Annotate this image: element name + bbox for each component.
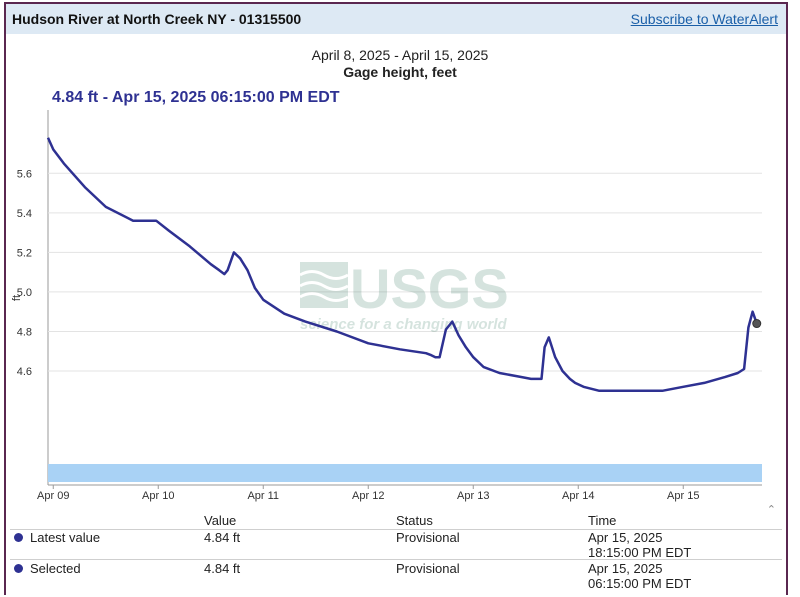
x-tick-label: Apr 13 — [457, 490, 489, 502]
page-frame — [4, 2, 788, 595]
latest-series-marker-icon — [14, 533, 23, 542]
row-label: Latest value — [30, 530, 101, 545]
time-column-header: Time — [588, 513, 617, 528]
y-tick-label: 5.2 — [17, 247, 32, 259]
row-value: 4.84 ft — [204, 530, 241, 545]
x-tick-label: Apr 12 — [352, 490, 384, 502]
table-row-selected: Selected 4.84 ft Provisional Apr 15, 202… — [10, 560, 782, 591]
row-label: Selected — [30, 561, 81, 576]
value-column-header: Value — [204, 513, 237, 528]
row-status: Provisional — [396, 530, 460, 545]
x-tick-label: Apr 15 — [667, 490, 699, 502]
row-time-clock: 06:15:00 PM EDT — [588, 576, 692, 591]
x-tick-label: Apr 11 — [247, 490, 279, 502]
x-tick-labels: Apr 09 Apr 10 Apr 11 Apr 12 Apr 13 Apr 14 Apr … — [37, 485, 699, 502]
row-value: 4.84 ft — [204, 561, 241, 576]
selected-series-marker-icon — [14, 564, 23, 573]
y-tick-label: 4.8 — [17, 326, 32, 338]
y-tick-label: 5.0 — [17, 287, 32, 299]
y-axis-label: ft — [11, 295, 23, 301]
table-divider — [10, 559, 782, 560]
series-layer — [46, 137, 762, 393]
subscribe-wateralert-link[interactable]: Subscribe to WaterAlert — [630, 11, 778, 27]
table-divider — [10, 529, 782, 530]
hover-readout: 4.84 ft - Apr 15, 2025 06:15:00 PM EDT — [52, 89, 340, 106]
usgs-watermark: USGS science for a changing world — [299, 257, 509, 333]
status-column-header: Status — [396, 513, 433, 528]
chart-date-range: April 8, 2025 - April 15, 2025 — [311, 47, 489, 63]
gridlines — [48, 172, 762, 372]
y-tick-labels: 4.6 4.8 5.0 5.2 5.4 5.6 — [17, 168, 32, 378]
x-tick-label: Apr 14 — [562, 490, 594, 502]
chevron-up-icon[interactable]: ⌃ — [766, 504, 776, 516]
usgs-logo-text: USGS — [350, 257, 509, 320]
x-tick-label: Apr 09 — [37, 490, 69, 502]
row-status: Provisional — [396, 561, 460, 576]
y-tick-label: 5.4 — [17, 208, 32, 220]
navigator-bar[interactable] — [48, 464, 762, 482]
y-tick-label: 5.6 — [17, 168, 32, 180]
site-title: Hudson River at North Creek NY - 0131550… — [12, 11, 302, 27]
chart-title: Gage height, feet — [343, 64, 457, 80]
usgs-logo-mark — [300, 262, 348, 308]
page-header: Hudson River at North Creek NY - 0131550… — [6, 4, 786, 34]
x-tick-label: Apr 10 — [142, 490, 174, 502]
row-time-clock: 18:15:00 PM EDT — [588, 545, 692, 560]
table-row-latest: Latest value 4.84 ft Provisional Apr 15,… — [10, 530, 782, 560]
latest-value-marker[interactable] — [752, 319, 762, 329]
row-time-date: Apr 15, 2025 — [588, 561, 663, 576]
y-tick-label: 4.6 — [17, 366, 32, 378]
row-time-date: Apr 15, 2025 — [588, 530, 663, 545]
series-line-gage-height — [46, 137, 758, 393]
